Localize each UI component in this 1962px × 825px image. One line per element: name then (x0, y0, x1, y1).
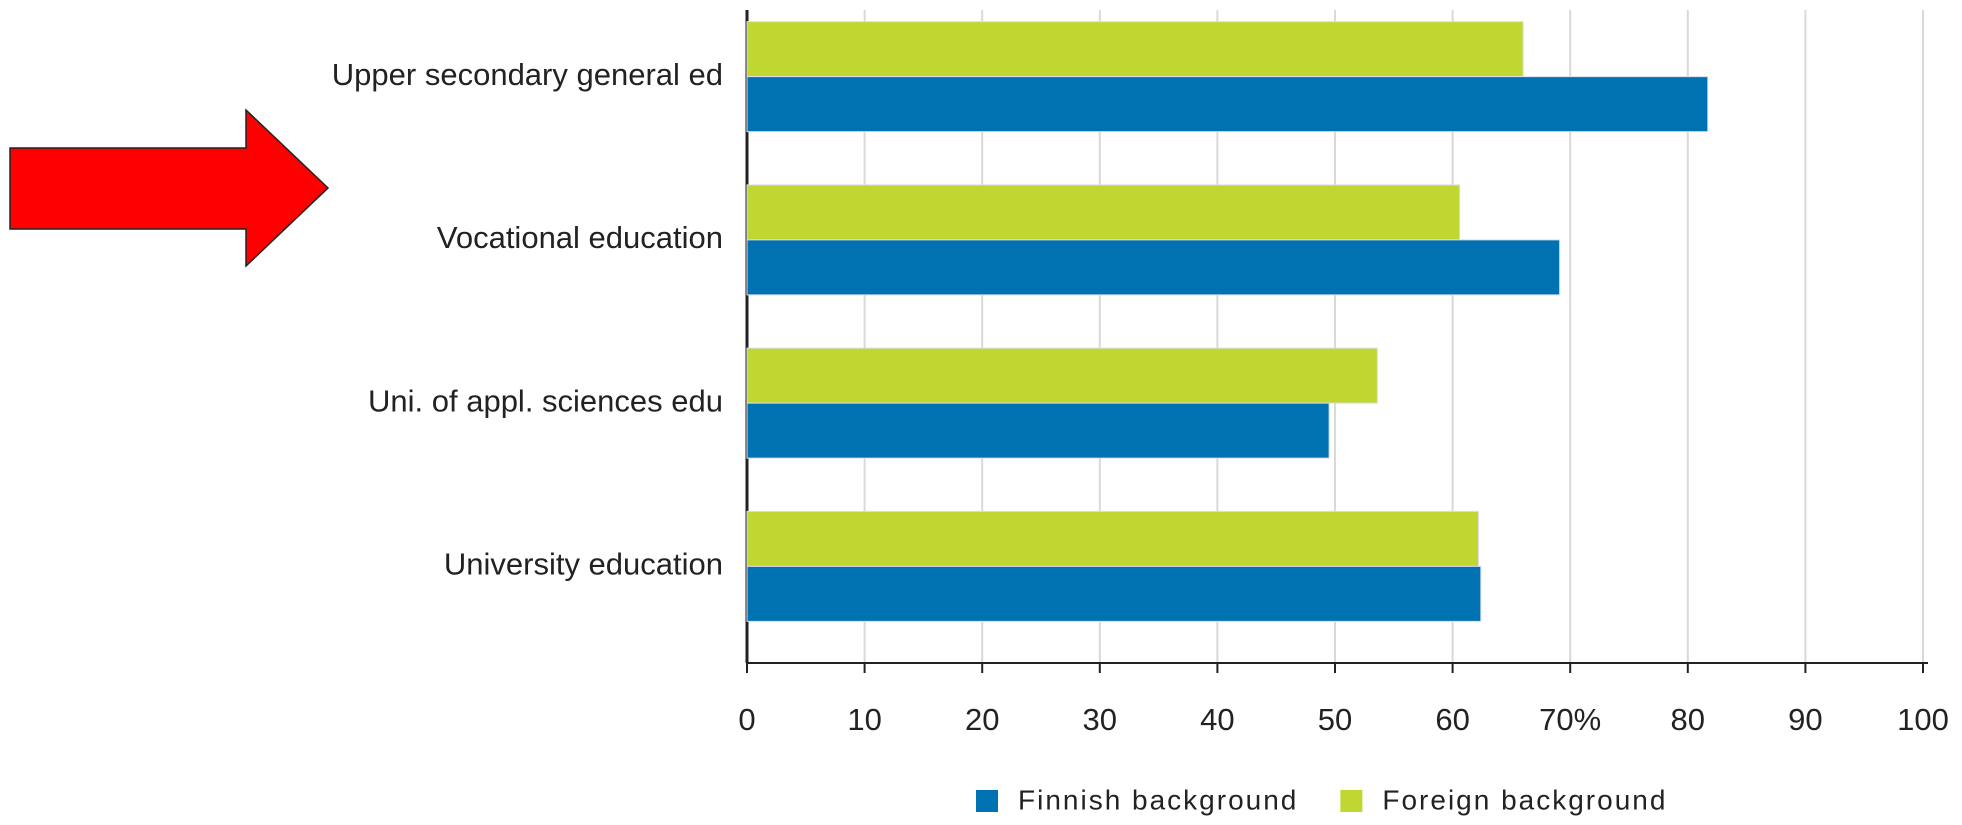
legend-swatch (976, 790, 998, 812)
y-tick-label: Vocational education (437, 220, 723, 255)
y-tick-label: Upper secondary general ed (332, 57, 723, 92)
legend-label: Foreign background (1382, 784, 1667, 815)
bar (746, 402, 1330, 459)
x-tick-label: 50 (1318, 702, 1352, 737)
bar (746, 510, 1479, 567)
y-tick-label: Uni. of appl. sciences edu (368, 383, 723, 418)
x-tick-label: 70% (1539, 702, 1601, 737)
legend-label: Finnish background (1018, 784, 1298, 815)
x-tick-label: 100 (1897, 702, 1949, 737)
x-tick-label: 30 (1083, 702, 1117, 737)
bar (746, 347, 1378, 404)
bar (746, 565, 1482, 622)
bar (746, 239, 1561, 296)
x-tick-label: 80 (1671, 702, 1705, 737)
bar (746, 21, 1524, 78)
bar (746, 76, 1709, 133)
legend-swatch (1340, 790, 1363, 812)
x-tick-label: 10 (847, 702, 881, 737)
x-tick-label: 0 (738, 702, 755, 737)
bar (746, 184, 1461, 241)
x-tick-label: 60 (1435, 702, 1469, 737)
y-tick-label: University education (444, 547, 723, 582)
arrow-annotation (9, 108, 330, 268)
x-tick-label: 90 (1788, 702, 1822, 737)
x-tick-label: 40 (1200, 702, 1234, 737)
x-tick-label: 20 (965, 702, 999, 737)
